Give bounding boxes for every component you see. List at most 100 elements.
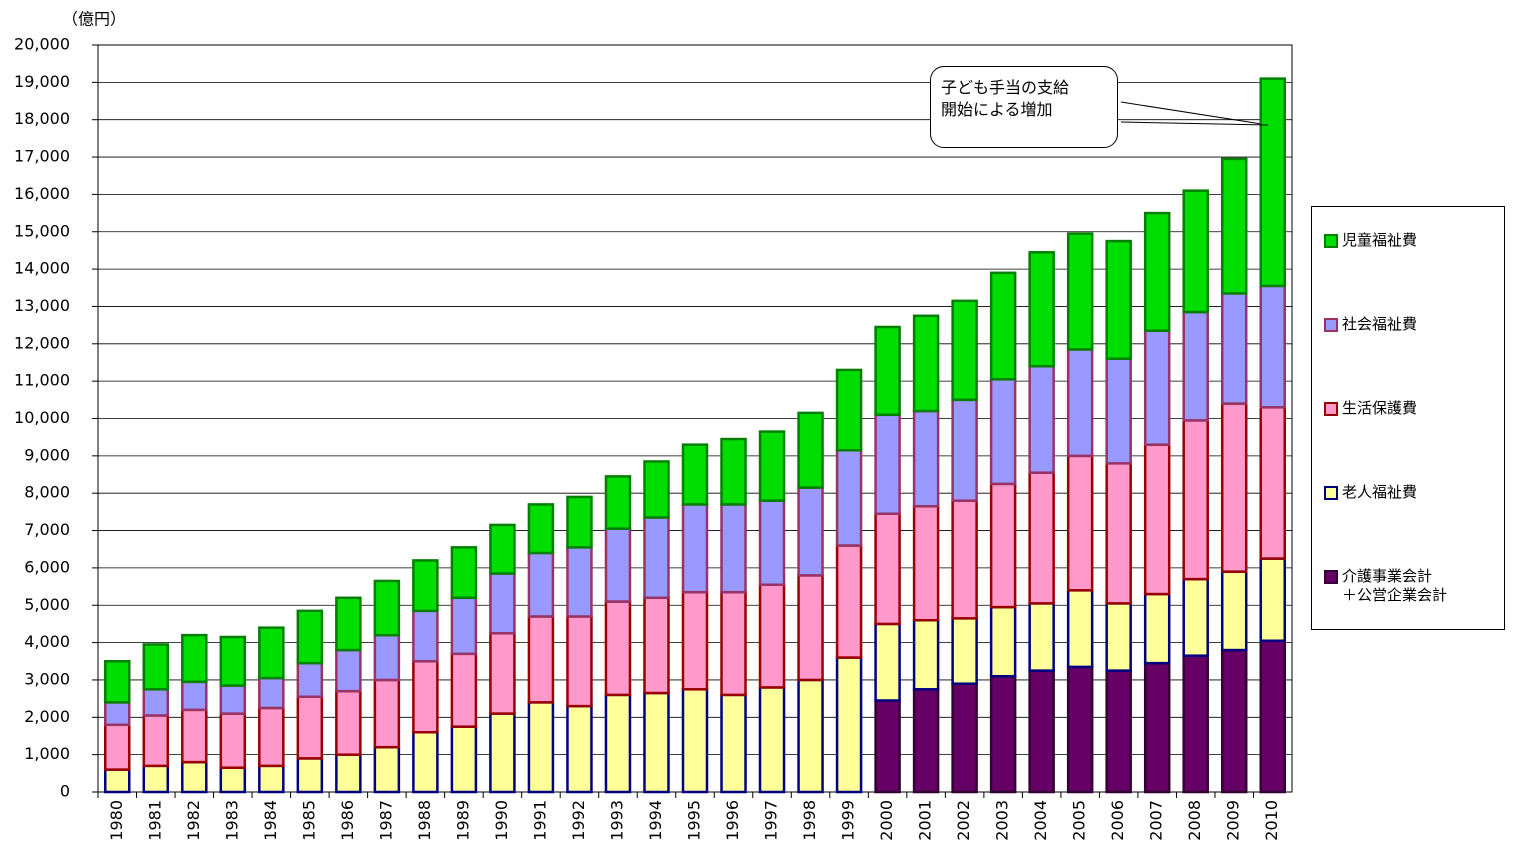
x-tick-label: 2009: [1224, 800, 1243, 841]
y-tick-label: 13,000: [14, 296, 70, 315]
bar-segment: [181, 633, 208, 684]
legend-item: 児童福祉費: [1324, 231, 1417, 250]
bar-segment: [258, 626, 285, 680]
bar-segment: [219, 766, 247, 794]
y-tick-label: 11,000: [14, 371, 70, 390]
x-tick-label: 1988: [415, 800, 434, 841]
bar-segment: [181, 708, 208, 764]
bar-segment: [951, 682, 978, 794]
bar-segment: [1066, 232, 1094, 351]
bar-segment: [874, 699, 901, 794]
legend-swatch: [1324, 570, 1338, 584]
bar-segment: [412, 559, 439, 613]
bar-segment: [1182, 419, 1209, 581]
bar-segment: [1259, 284, 1286, 409]
x-tick-label: 2000: [877, 800, 896, 841]
bar-segment: [450, 546, 478, 600]
bar-segment: [604, 475, 632, 530]
y-tick-label: 15,000: [14, 221, 70, 240]
bar-segment: [527, 615, 555, 704]
bar-segment: [797, 486, 824, 577]
bar-segment: [643, 691, 670, 794]
bar-segment: [450, 652, 478, 728]
bar-segment: [1259, 557, 1286, 642]
legend-label: 児童福祉費: [1342, 231, 1418, 249]
callout-pointer: [1120, 121, 1269, 126]
bar-segment: [604, 693, 632, 794]
bar-segment: [1028, 364, 1055, 474]
x-tick-label: 1980: [107, 800, 126, 841]
bar-segment: [912, 505, 940, 622]
x-tick-label: 1986: [338, 800, 357, 841]
x-tick-label: 2005: [1070, 800, 1089, 841]
x-tick-label: 1982: [184, 800, 203, 841]
bar-segment: [219, 712, 247, 769]
bar-segment: [104, 701, 131, 727]
x-tick-label: 1999: [839, 800, 858, 841]
bar-segment: [835, 656, 863, 794]
bar-segment: [258, 764, 285, 794]
callout-pointer: [1120, 101, 1269, 126]
bar-segment: [1182, 189, 1209, 314]
y-tick-label: 5,000: [24, 595, 70, 614]
bar-segment: [219, 635, 247, 687]
legend-label: 生活保護費: [1342, 399, 1418, 417]
bar-segment: [1143, 443, 1171, 596]
bar-segment: [566, 704, 593, 794]
bar-segment: [681, 688, 709, 794]
x-tick-label: 1994: [646, 800, 665, 841]
x-tick-label: 2010: [1262, 800, 1281, 841]
bar-segment: [835, 448, 863, 547]
bar-segment: [1066, 665, 1094, 794]
legend-label: 老人福祉費: [1342, 483, 1418, 501]
bar-segment: [720, 693, 747, 794]
x-tick-label: 1992: [569, 800, 588, 841]
x-tick-label: 2006: [1108, 800, 1127, 841]
x-tick-label: 1998: [800, 800, 819, 841]
bar-segment: [1182, 310, 1209, 422]
bar-segment: [604, 527, 632, 603]
bar-segment: [1028, 602, 1055, 672]
y-tick-label: 4,000: [24, 632, 70, 651]
bar-segment: [797, 678, 824, 794]
unit-label: （億円）: [62, 10, 126, 29]
bar-segment: [373, 745, 401, 794]
bar-segment: [1105, 602, 1132, 672]
x-tick-label: 1981: [145, 800, 164, 841]
annotation: 子ども手当の支給 開始による増加: [930, 66, 1118, 148]
y-tick-label: 0: [60, 782, 70, 801]
legend: 児童福祉費 社会福祉費 生活保護費 老人福祉費 介護事業会計 ＋公営企業会計: [1311, 206, 1505, 630]
bar-segment: [412, 609, 439, 663]
bar-segment: [989, 482, 1017, 609]
bar-segment: [797, 411, 824, 489]
x-tick-label: 1996: [723, 800, 742, 841]
bar-segment: [874, 512, 901, 626]
bar-segment: [1066, 348, 1094, 458]
bar-segment: [258, 676, 285, 710]
bar-segment: [681, 590, 709, 691]
bar-segment: [874, 622, 901, 702]
x-tick-label: 2008: [1185, 800, 1204, 841]
bar-segment: [142, 643, 170, 691]
bar-segment: [951, 398, 978, 502]
bar-segment: [527, 551, 555, 618]
bar-segment: [797, 574, 824, 682]
bar-segment: [1143, 329, 1171, 446]
legend-label: 介護事業会計 ＋公営企業会計: [1342, 567, 1448, 604]
bar-segment: [412, 660, 439, 734]
bar-segment: [720, 503, 747, 594]
bar-segment: [258, 706, 285, 768]
bar-segment: [296, 609, 324, 665]
y-tick-label: 8,000: [24, 483, 70, 502]
legend-swatch: [1324, 486, 1338, 500]
bar-segment: [335, 689, 362, 756]
bar-segment: [1028, 251, 1055, 368]
bar-segment: [373, 579, 401, 637]
bar-segment: [643, 516, 670, 600]
y-tick-label: 16,000: [14, 184, 70, 203]
bar-segment: [1105, 669, 1132, 794]
bar-segment: [181, 680, 208, 712]
bar-segment: [835, 368, 863, 452]
bar-segment: [566, 546, 593, 618]
